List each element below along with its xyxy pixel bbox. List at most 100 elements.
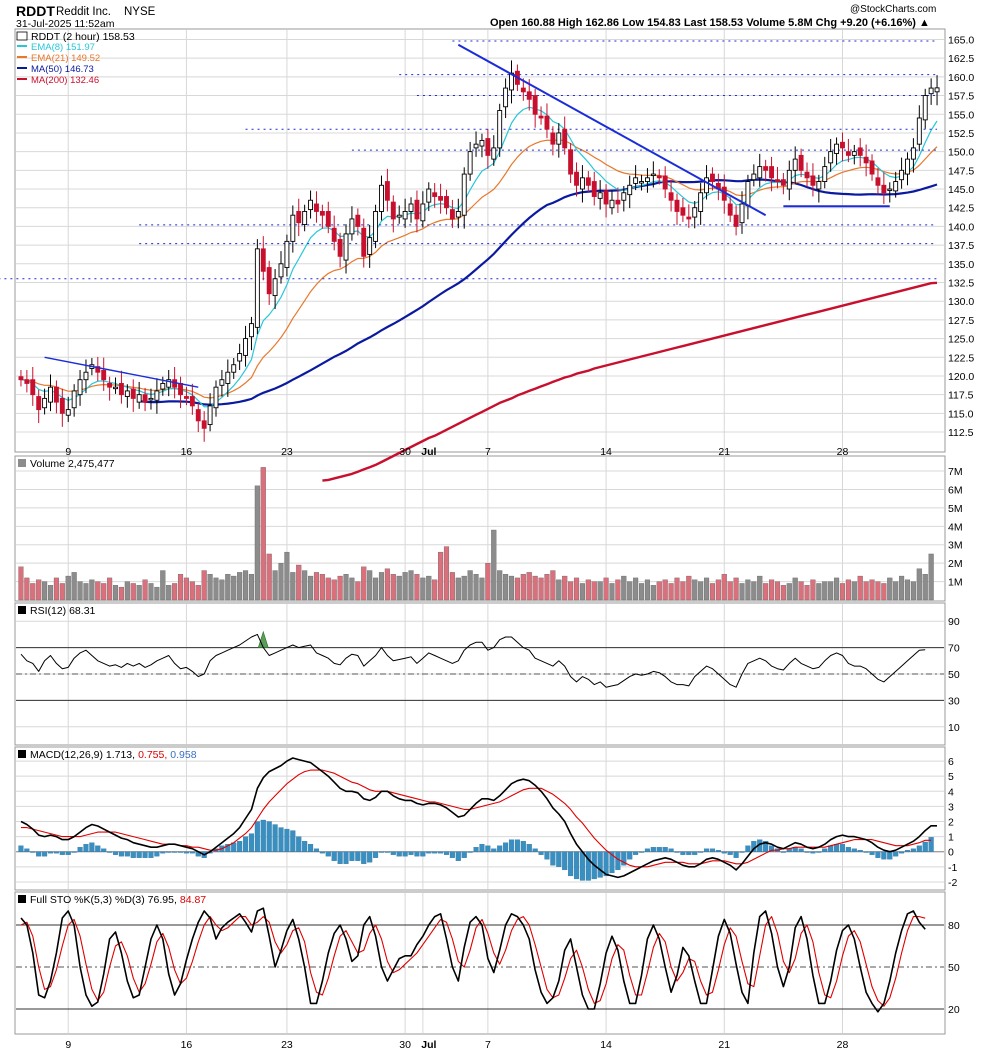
macd-histogram-bar: [692, 851, 698, 855]
macd-histogram-bar: [899, 851, 905, 854]
candle-body: [42, 397, 48, 409]
candle-body: [408, 203, 414, 212]
volume-bar: [644, 579, 650, 601]
candle-body: [444, 196, 449, 209]
date-tick-label: 23: [281, 1039, 293, 1051]
macd-histogram-bar: [290, 830, 296, 852]
macd-histogram-bar: [703, 848, 710, 852]
macd-histogram-bar: [65, 851, 71, 855]
candle-body: [905, 158, 910, 175]
rsi-tick-label: 90: [948, 616, 960, 628]
volume-bar: [550, 570, 556, 601]
date-tick-label: 28: [837, 1039, 849, 1051]
candle-body: [775, 179, 780, 182]
date-tick-label: 7: [485, 1039, 491, 1051]
volume-bar: [124, 581, 130, 601]
candle-legend-icon: [16, 31, 28, 41]
candle-body: [302, 211, 308, 225]
macd-histogram-bar: [668, 848, 674, 852]
volume-bar: [804, 585, 810, 601]
candle-body: [113, 386, 118, 390]
macd-histogram-bar: [136, 851, 142, 858]
macd-histogram-bar: [319, 851, 325, 854]
macd-histogram-bar: [242, 836, 249, 852]
price-tick-label: 142.5: [948, 203, 974, 215]
volume-bar: [692, 579, 698, 601]
candle-body: [18, 376, 24, 381]
macd-histogram-bar: [361, 851, 367, 864]
macd-histogram-bar: [562, 851, 568, 871]
volume-bar: [89, 579, 95, 601]
date-tick-label: 21: [718, 1039, 730, 1051]
date-tick-label: 14: [600, 1039, 612, 1051]
volume-bar: [834, 577, 840, 601]
sto-tick-label: 20: [948, 1004, 960, 1016]
trendline-short: [44, 356, 199, 388]
candle-body: [213, 386, 219, 409]
candle-body: [349, 218, 355, 235]
volume-bar: [769, 579, 775, 601]
date-tick-label: 30: [399, 1039, 411, 1051]
macd-tick-label: -2: [948, 877, 957, 889]
macd-histogram-bar: [449, 851, 455, 858]
volume-bar: [568, 581, 574, 601]
macd-histogram-bar: [662, 847, 668, 852]
volume-tick-label: 2M: [948, 558, 963, 570]
macd-histogram-bar: [544, 851, 550, 860]
volume-bar: [579, 583, 585, 601]
volume-bar: [213, 577, 219, 601]
candle-body: [278, 263, 284, 278]
volume-bar: [402, 572, 408, 601]
macd-histogram-bar: [780, 851, 786, 853]
volume-bar: [59, 583, 65, 601]
candle-body: [662, 175, 668, 190]
macd-histogram-bar: [467, 851, 473, 853]
macd-histogram-bar: [585, 851, 591, 881]
candle-body: [260, 248, 266, 272]
candle-body: [544, 115, 550, 130]
legend-sto: Full STO %K(5,3) %D(3) 76.95, 84.87: [30, 894, 206, 906]
volume-bar: [77, 581, 83, 601]
macd-histogram-bar: [503, 842, 509, 852]
candle-body: [272, 278, 278, 297]
macd-tick-label: 1: [948, 832, 954, 844]
date-tick-label: 16: [181, 1039, 193, 1051]
macd-histogram-bar: [526, 844, 532, 852]
candle-body: [627, 184, 633, 196]
volume-bar: [585, 579, 591, 601]
candle-body: [485, 138, 491, 156]
volume-bar: [650, 585, 656, 601]
volume-bar: [851, 581, 857, 601]
volume-bar: [745, 579, 751, 601]
volume-bar: [686, 575, 692, 601]
rsi-tick-label: 50: [948, 669, 960, 681]
price-tick-label: 125.0: [948, 334, 974, 346]
legend-macd-hist: 0.958: [170, 749, 196, 761]
volume-bar: [266, 553, 272, 601]
volume-bar: [751, 581, 757, 601]
macd-histogram-bar: [491, 848, 497, 852]
legend-ema8: EMA(8) 151.97: [31, 42, 95, 53]
macd-histogram-bar: [154, 851, 160, 857]
volume-bar: [904, 579, 911, 601]
candle-body: [863, 156, 869, 164]
macd-histogram-bar: [266, 821, 272, 852]
macd-histogram-bar: [621, 851, 627, 866]
volume-bar: [18, 566, 24, 601]
macd-histogram-bar: [514, 839, 520, 852]
candle-body: [828, 151, 834, 164]
macd-histogram-bar: [112, 851, 119, 855]
macd-histogram-bar: [160, 851, 166, 854]
macd-histogram-bar: [47, 851, 54, 854]
volume-bar: [242, 570, 249, 601]
macd-histogram-bar: [42, 851, 48, 857]
candle-body: [449, 209, 455, 220]
macd-histogram-bar: [71, 851, 77, 853]
candle-body: [420, 203, 426, 222]
ticker-symbol: RDDT: [16, 3, 55, 19]
volume-bar: [839, 583, 846, 601]
price-layer: [0, 40, 940, 482]
candle-body: [95, 366, 101, 373]
volume-bar: [290, 572, 296, 601]
macd-histogram-bar: [172, 851, 178, 853]
